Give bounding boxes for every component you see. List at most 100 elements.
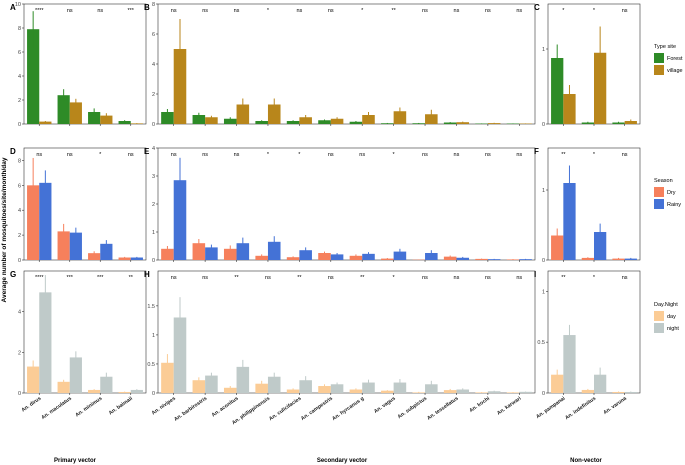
bar [487, 123, 501, 124]
significance-label: * [267, 8, 270, 14]
bar [425, 253, 438, 260]
x-tick-label: An. campestris [300, 396, 334, 422]
panel-frame [157, 3, 536, 125]
y-tick-label: 8 [18, 158, 21, 164]
significance-label: ** [297, 275, 302, 281]
x-tick-label: An. tessellatus [426, 396, 460, 422]
panel-letter: E [144, 147, 150, 156]
significance-label: ns [202, 275, 208, 281]
x-tick-label: An. pampanai [535, 395, 567, 420]
y-tick-label: 0 [542, 122, 545, 128]
bar [581, 257, 594, 260]
x-tick-label: An. hyrcanus g [331, 396, 365, 422]
legend-title: Season [654, 178, 673, 184]
bar [223, 387, 237, 393]
bar [118, 391, 131, 393]
y-tick-label: 10 [15, 2, 21, 8]
significance-label: ns [516, 152, 522, 158]
bar [581, 389, 594, 393]
bar [330, 254, 344, 260]
panel-frame [157, 147, 536, 261]
bar [27, 29, 40, 125]
y-tick-label: 0 [542, 391, 545, 397]
bar [456, 257, 470, 260]
bar [88, 253, 101, 260]
significance-label: ** [391, 8, 396, 14]
bar [223, 248, 237, 260]
bar [267, 104, 281, 124]
y-tick-label: 2 [18, 98, 21, 104]
significance-label: ns [422, 152, 428, 158]
significance-label: ** [129, 275, 134, 281]
y-tick-label: 0 [152, 122, 155, 128]
panel-letter: I [534, 270, 536, 279]
significance-label: ** [561, 275, 566, 281]
panel-letter: F [534, 147, 539, 156]
bar [425, 114, 438, 124]
significance-label: ns [454, 152, 460, 158]
y-tick-label: 1 [542, 289, 545, 295]
y-axis-label: Average number of mosquitoes/site/month/… [1, 157, 8, 302]
y-tick-label: 0.5 [147, 362, 155, 368]
bar [100, 243, 113, 260]
bar [425, 384, 438, 393]
significance-label: ns [622, 8, 628, 14]
significance-label: ns [128, 152, 134, 158]
panel-a: A 0 2 4 6 8 10 **** ns ns *** [10, 2, 147, 128]
significance-label: * [593, 152, 596, 158]
panel-letter: G [10, 270, 16, 279]
legend-label: day [667, 314, 676, 320]
bar [563, 183, 576, 260]
bar [130, 123, 143, 124]
significance-label: **** [35, 275, 44, 281]
y-tick-label: 0 [18, 258, 21, 264]
legend-label: village [667, 68, 683, 74]
bar [594, 374, 607, 393]
panel-letter: D [10, 147, 16, 156]
y-tick-label: 2 [152, 92, 155, 98]
significance-label: ns [171, 152, 177, 158]
significance-label: * [393, 152, 396, 158]
panel-c: C 0 1 * * ns [534, 3, 641, 128]
bar [192, 243, 206, 260]
x-tick-label: An. aconitus [211, 396, 240, 419]
x-tick-label: An. culicifacies [268, 396, 302, 423]
bar [39, 182, 52, 260]
bar [100, 115, 113, 124]
bar [255, 121, 268, 124]
y-tick-label: 4 [18, 74, 21, 80]
bar [487, 259, 501, 260]
significance-label: * [267, 152, 270, 158]
y-tick-label: 8 [152, 2, 155, 8]
x-tick-label: An. maculatus [40, 396, 73, 421]
legend-swatch [654, 199, 664, 209]
bar [27, 185, 40, 260]
y-tick-label: 0 [542, 258, 545, 264]
bar [69, 357, 82, 393]
legend-title: Day.Night [654, 302, 678, 308]
x-tick-label: An. varuna [602, 396, 627, 416]
legend-label: night [667, 326, 679, 332]
bar [318, 386, 331, 393]
bar [551, 235, 564, 260]
bar [57, 381, 70, 393]
y-tick-label: 1 [152, 230, 155, 236]
group-label-nonvector: Non-vector [570, 458, 602, 464]
significance-label: ** [360, 275, 365, 281]
x-tick-label: An. barbirostris [173, 396, 208, 423]
significance-label: ns [485, 8, 491, 14]
significance-label: ns [265, 275, 271, 281]
significance-label: ns [454, 8, 460, 14]
significance-label: ns [622, 275, 628, 281]
bar [551, 374, 564, 393]
bar [299, 250, 312, 260]
panel-frame [157, 270, 536, 394]
bar [161, 112, 174, 124]
bar [318, 120, 331, 124]
significance-label: ns [454, 275, 460, 281]
significance-label: ns [202, 152, 208, 158]
x-tick-label: An. indefinitus [564, 396, 597, 422]
bar [594, 52, 607, 124]
bar [205, 117, 218, 124]
